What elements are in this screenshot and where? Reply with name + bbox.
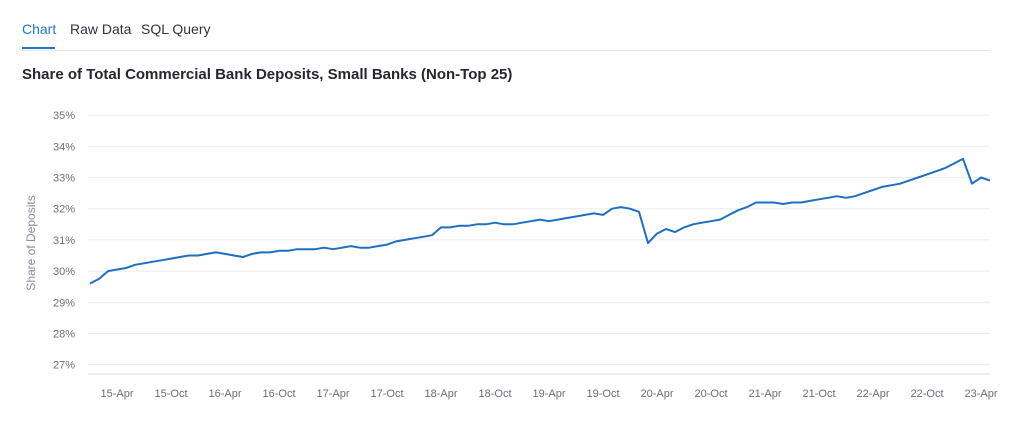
x-tick-label: 22-Oct bbox=[910, 388, 943, 400]
y-tick-label: 29% bbox=[53, 297, 75, 309]
x-tick-label: 19-Oct bbox=[586, 388, 619, 400]
y-tick-label: 35% bbox=[53, 110, 75, 122]
tab-sql-query[interactable]: SQL Query bbox=[141, 21, 211, 37]
x-axis-ticks: 15-Apr 15-Oct 16-Apr 16-Oct 17-Apr 17-Oct 18-A… bbox=[100, 388, 997, 400]
y-tick-label: 34% bbox=[53, 141, 75, 153]
y-tick-label: 30% bbox=[53, 266, 75, 278]
tab-raw-data[interactable]: Raw Data bbox=[70, 21, 132, 37]
x-tick-label: 22-Apr bbox=[856, 388, 889, 400]
x-tick-label: 20-Oct bbox=[694, 388, 727, 400]
x-tick-label: 17-Oct bbox=[370, 388, 403, 400]
chart-title: Share of Total Commercial Bank Deposits,… bbox=[22, 66, 513, 83]
x-tick-label: 15-Oct bbox=[154, 388, 187, 400]
y-tick-label: 33% bbox=[53, 173, 75, 185]
y-tick-label: 28% bbox=[53, 328, 75, 340]
x-tick-label: 20-Apr bbox=[640, 388, 673, 400]
x-tick-label: 21-Apr bbox=[748, 388, 781, 400]
series-line bbox=[89, 157, 991, 285]
y-tick-label: 31% bbox=[53, 235, 75, 247]
y-tick-label: 27% bbox=[53, 360, 75, 372]
x-tick-label: 18-Apr bbox=[424, 388, 457, 400]
x-tick-label: 21-Oct bbox=[802, 388, 835, 400]
x-tick-label: 19-Apr bbox=[532, 388, 565, 400]
x-tick-label: 15-Apr bbox=[100, 388, 133, 400]
y-axis-ticks: 27% 28% 29% 30% 31% 32% 33% 34% 35% bbox=[53, 110, 75, 372]
x-tick-label: 17-Apr bbox=[316, 388, 349, 400]
active-tab-indicator bbox=[22, 47, 55, 49]
x-tick-label: 23-Apr bbox=[964, 388, 997, 400]
y-tick-label: 32% bbox=[53, 204, 75, 216]
x-tick-label: 16-Oct bbox=[262, 388, 295, 400]
x-tick-label: 18-Oct bbox=[478, 388, 511, 400]
tab-bar: Chart Raw Data SQL Query bbox=[22, 0, 990, 51]
gridlines bbox=[88, 114, 990, 375]
y-axis-label: Share of Deposits bbox=[24, 195, 38, 290]
x-tick-label: 16-Apr bbox=[208, 388, 241, 400]
tab-chart[interactable]: Chart bbox=[22, 21, 57, 37]
